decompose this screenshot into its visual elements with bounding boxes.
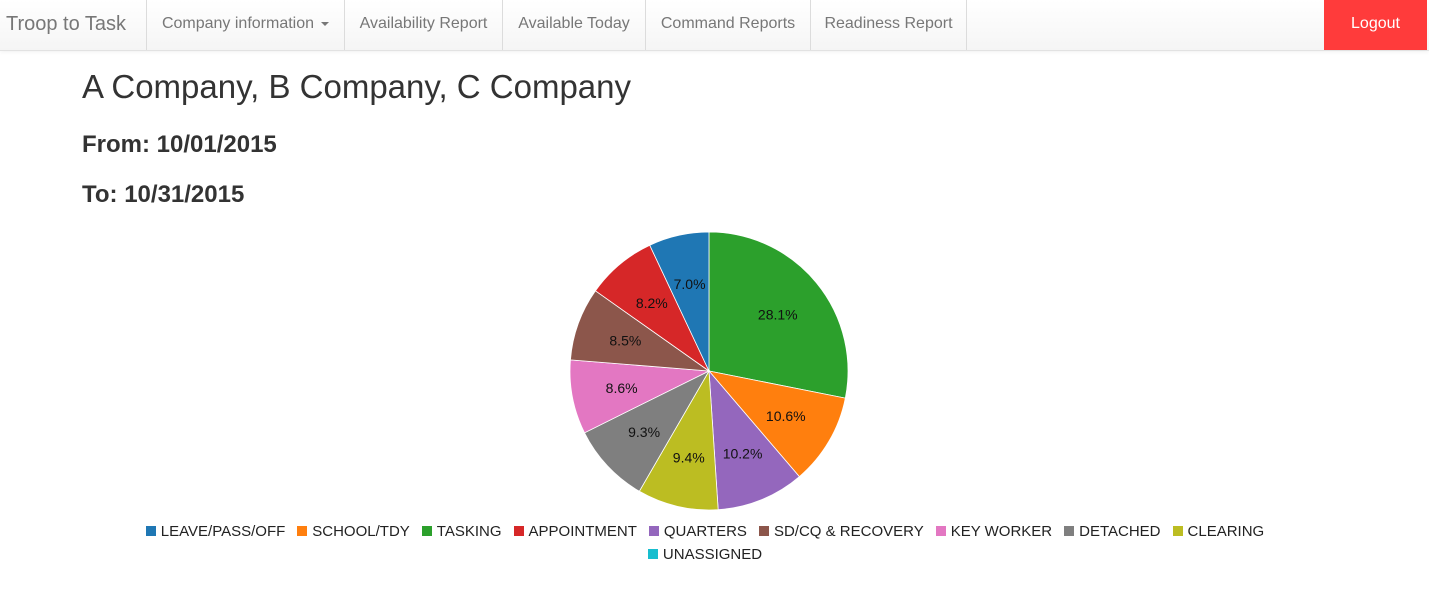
legend-swatch — [936, 526, 946, 536]
legend-label: SD/CQ & RECOVERY — [774, 523, 924, 540]
pie-label-detached: 9.3% — [628, 424, 660, 440]
legend-swatch — [1064, 526, 1074, 536]
legend-swatch — [649, 526, 659, 536]
pie-label-tasking: 28.1% — [758, 307, 798, 323]
legend-item: LEAVE/PASS/OFF — [146, 520, 285, 543]
legend-label: CLEARING — [1188, 523, 1265, 540]
legend-label: SCHOOL/TDY — [312, 523, 410, 540]
legend-item: QUARTERS — [649, 520, 747, 543]
legend-swatch — [648, 549, 658, 559]
legend-item: TASKING — [422, 520, 502, 543]
legend-label: DETACHED — [1079, 523, 1160, 540]
pie-label-school-tdy: 10.6% — [766, 408, 806, 424]
legend-label: QUARTERS — [664, 523, 747, 540]
legend-label: LEAVE/PASS/OFF — [161, 523, 285, 540]
legend-item: UNASSIGNED — [648, 543, 762, 566]
pie-label-quarters: 10.2% — [723, 445, 763, 461]
legend-label: APPOINTMENT — [529, 523, 637, 540]
chart-legend: LEAVE/PASS/OFF SCHOOL/TDY TASKING APPOINTME… — [120, 520, 1290, 566]
pie-label-sd-cq-recovery: 8.5% — [609, 333, 641, 349]
legend-item: APPOINTMENT — [514, 520, 637, 543]
legend-swatch — [297, 526, 307, 536]
legend-item: KEY WORKER — [936, 520, 1052, 543]
legend-swatch — [514, 526, 524, 536]
legend-swatch — [1173, 526, 1183, 536]
legend-swatch — [422, 526, 432, 536]
pie-label-clearing: 9.4% — [673, 450, 705, 466]
legend-swatch — [146, 526, 156, 536]
pie-label-leave-pass-off: 7.0% — [674, 276, 706, 292]
pie-label-key-worker: 8.6% — [606, 380, 638, 396]
legend-swatch — [759, 526, 769, 536]
legend-item: CLEARING — [1173, 520, 1265, 543]
legend-item: DETACHED — [1064, 520, 1160, 543]
legend-label: KEY WORKER — [951, 523, 1052, 540]
legend-label: UNASSIGNED — [663, 546, 762, 563]
legend-item: SD/CQ & RECOVERY — [759, 520, 924, 543]
legend-label: TASKING — [437, 523, 502, 540]
legend-item: SCHOOL/TDY — [297, 520, 410, 543]
pie-label-appointment: 8.2% — [636, 295, 668, 311]
